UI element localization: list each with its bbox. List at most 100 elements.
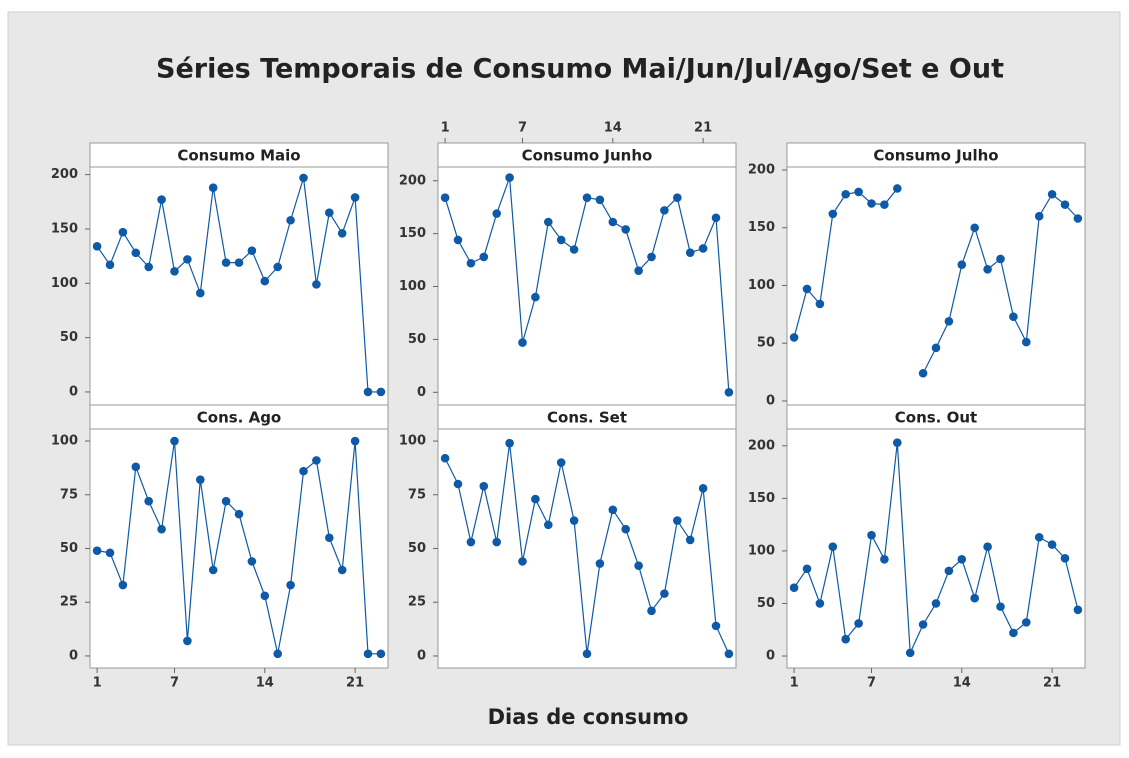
data-point bbox=[595, 559, 605, 568]
strip bbox=[437, 142, 737, 168]
data-point bbox=[531, 292, 540, 302]
y-tick-label: 75 bbox=[408, 487, 426, 502]
data-point bbox=[131, 248, 141, 258]
data-point bbox=[363, 649, 373, 659]
y-tick-label: 100 bbox=[748, 543, 775, 558]
plot-area bbox=[89, 166, 389, 406]
y-tick-label: 150 bbox=[51, 221, 78, 236]
x-axis-label: Dias de consumo bbox=[488, 705, 689, 729]
data-point bbox=[724, 388, 734, 397]
data-point bbox=[944, 566, 954, 576]
x-tick-label: 7 bbox=[518, 121, 527, 136]
data-point bbox=[582, 649, 592, 659]
x-tick-label: 1 bbox=[93, 676, 102, 691]
data-point bbox=[144, 262, 153, 272]
data-point bbox=[1073, 214, 1083, 223]
data-point bbox=[518, 557, 527, 566]
data-point bbox=[595, 195, 605, 205]
y-tick-label: 50 bbox=[60, 541, 78, 556]
y-tick-label: 100 bbox=[748, 278, 775, 293]
data-point bbox=[118, 227, 128, 237]
y-tick-label: 25 bbox=[408, 595, 426, 610]
data-point bbox=[543, 520, 553, 530]
data-point bbox=[660, 206, 669, 215]
data-point bbox=[453, 479, 463, 489]
data-point bbox=[828, 209, 838, 219]
data-point bbox=[440, 453, 450, 463]
plot-area bbox=[786, 166, 1086, 406]
chart-title: Séries Temporais de Consumo Mai/Jun/Jul/… bbox=[156, 54, 1004, 85]
x-tick-label: 21 bbox=[694, 121, 712, 136]
data-point bbox=[299, 466, 308, 476]
y-tick-label: 0 bbox=[766, 649, 775, 664]
data-point bbox=[698, 244, 708, 253]
data-point bbox=[376, 387, 386, 397]
data-point bbox=[1009, 628, 1018, 638]
data-point bbox=[621, 225, 631, 234]
y-tick-label: 200 bbox=[748, 438, 775, 453]
data-point bbox=[905, 648, 915, 658]
data-point bbox=[531, 494, 540, 504]
data-point bbox=[260, 591, 270, 601]
panel-title: Cons. Ago bbox=[197, 409, 282, 427]
data-point bbox=[260, 276, 270, 286]
data-point bbox=[789, 333, 799, 342]
y-tick-label: 0 bbox=[766, 393, 775, 408]
data-point bbox=[556, 458, 566, 467]
data-point bbox=[131, 462, 141, 472]
y-tick-label: 150 bbox=[748, 220, 775, 235]
y-tick-label: 25 bbox=[60, 595, 78, 610]
data-point bbox=[273, 649, 283, 659]
x-tick-label: 21 bbox=[346, 676, 364, 691]
x-tick-label: 14 bbox=[604, 121, 622, 136]
data-point bbox=[1047, 540, 1057, 549]
strip bbox=[89, 142, 389, 168]
y-tick-label: 100 bbox=[51, 276, 78, 291]
y-tick-label: 100 bbox=[51, 434, 78, 449]
data-point bbox=[518, 338, 527, 347]
data-point bbox=[634, 266, 643, 275]
data-point bbox=[234, 509, 244, 519]
data-point bbox=[569, 516, 579, 525]
data-point bbox=[286, 580, 295, 590]
data-point bbox=[118, 580, 128, 590]
data-point bbox=[440, 193, 450, 202]
data-point bbox=[621, 524, 631, 534]
data-point bbox=[660, 589, 669, 598]
data-point bbox=[957, 260, 967, 269]
data-point bbox=[299, 173, 308, 183]
data-point bbox=[1022, 618, 1031, 627]
data-point bbox=[556, 235, 566, 245]
data-point bbox=[918, 368, 928, 378]
data-point bbox=[996, 254, 1005, 264]
data-point bbox=[880, 200, 889, 209]
data-point bbox=[1009, 312, 1018, 321]
data-point bbox=[1060, 553, 1070, 563]
data-point bbox=[376, 649, 386, 659]
data-point bbox=[208, 565, 218, 575]
y-tick-label: 75 bbox=[60, 487, 78, 502]
data-point bbox=[157, 524, 166, 534]
data-point bbox=[170, 436, 179, 446]
data-point bbox=[1047, 189, 1057, 199]
data-point bbox=[195, 475, 205, 485]
data-point bbox=[337, 565, 347, 575]
x-tick-label: 14 bbox=[256, 676, 274, 691]
x-tick-label: 14 bbox=[953, 676, 971, 691]
data-point bbox=[157, 195, 166, 204]
data-point bbox=[1073, 605, 1083, 615]
data-point bbox=[944, 316, 954, 326]
y-tick-label: 200 bbox=[399, 173, 426, 188]
data-point bbox=[479, 481, 489, 491]
data-point bbox=[582, 193, 592, 202]
data-point bbox=[505, 173, 514, 182]
data-point bbox=[312, 456, 321, 465]
y-tick-label: 0 bbox=[417, 385, 426, 400]
data-point bbox=[970, 223, 980, 233]
data-point bbox=[724, 649, 734, 659]
y-tick-label: 50 bbox=[757, 596, 775, 611]
data-point bbox=[1034, 532, 1044, 542]
y-tick-label: 50 bbox=[408, 332, 426, 347]
panel-title: Consumo Maio bbox=[177, 147, 300, 165]
